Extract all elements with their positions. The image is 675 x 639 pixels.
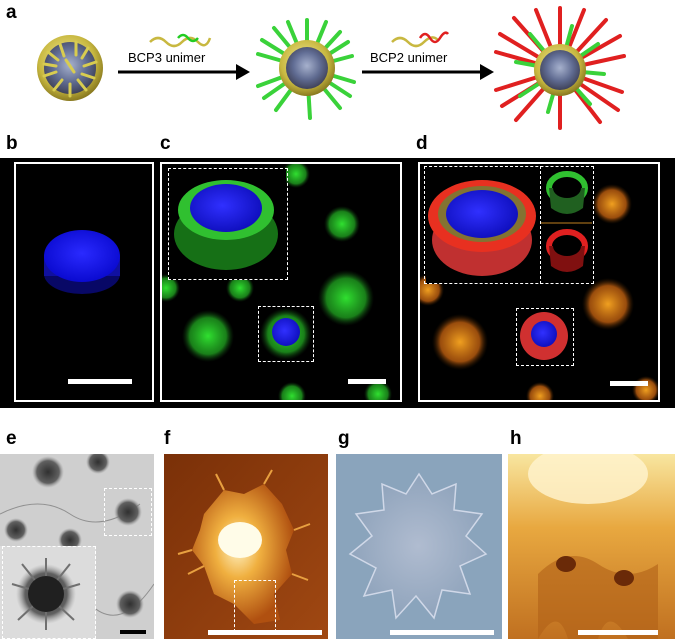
arrow-2	[362, 31, 494, 80]
panel-e-scale-bar	[120, 630, 146, 634]
panel-h-image	[508, 454, 675, 639]
panel-c-frame	[160, 162, 402, 402]
panel-d-image	[420, 168, 658, 400]
panel-b-scale-bar	[68, 379, 132, 384]
panel-d-inset-divider	[540, 166, 542, 284]
arrow-2-label: BCP2 unimer	[370, 50, 448, 65]
panel-label-g: g	[338, 428, 350, 449]
panel-label-d: d	[416, 133, 428, 154]
panel-h-scale-bar	[578, 630, 658, 635]
panel-f-selection-box	[234, 580, 276, 632]
panel-c-inset-box	[168, 168, 288, 280]
micelle-red-green-corona	[494, 6, 626, 130]
panel-g-image	[336, 454, 502, 639]
panel-b-image	[44, 230, 120, 294]
panel-label-h: h	[510, 428, 522, 449]
panel-e-selection-box	[104, 488, 152, 536]
panel-label-c: c	[160, 133, 171, 154]
panel-b-frame	[14, 162, 154, 402]
panel-d-selection-box	[516, 308, 574, 366]
panel-d-scale-bar	[610, 381, 648, 386]
panel-d-inset-box	[424, 166, 594, 284]
panel-a-schematic	[37, 6, 626, 130]
panel-c-image	[162, 164, 392, 400]
panel-c-selection-box	[258, 306, 314, 362]
panel-c-scale-bar	[348, 379, 386, 384]
panel-d-frame	[418, 162, 660, 402]
arrow-1	[118, 33, 250, 80]
panel-label-b: b	[6, 133, 18, 154]
panel-f-scale-bar	[208, 630, 322, 635]
panel-label-f: f	[164, 428, 171, 449]
arrow-1-label: BCP3 unimer	[128, 50, 206, 65]
panel-f-image	[164, 454, 328, 639]
micelle-green-corona	[256, 18, 356, 120]
panel-e-inset-box	[2, 546, 96, 639]
panel-label-a: a	[6, 2, 17, 23]
panel-g-scale-bar	[390, 630, 494, 635]
micelle-core-only	[37, 35, 103, 101]
panel-label-e: e	[6, 428, 17, 449]
